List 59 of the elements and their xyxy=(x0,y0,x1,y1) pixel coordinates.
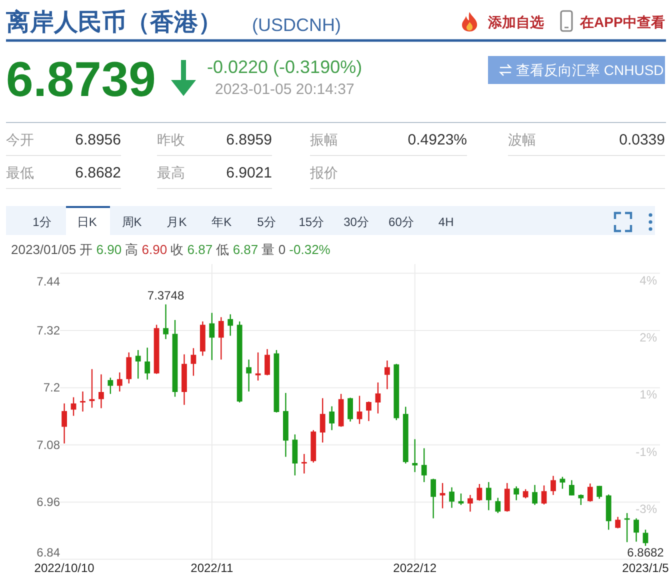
text: 6.90 xyxy=(142,242,168,257)
y-tick-label: 6.96 xyxy=(36,495,60,510)
y2-tick-label: -1% xyxy=(636,444,658,459)
y-tick-label: 7.2 xyxy=(43,380,60,395)
text: 6.87 xyxy=(187,242,213,257)
text: 2023/01/05 xyxy=(11,242,76,257)
y2-tick-label: 1% xyxy=(640,387,658,402)
y-tick-label: 7.32 xyxy=(36,324,60,338)
text: 波幅 xyxy=(508,132,536,148)
text: 6.8739 xyxy=(6,53,156,107)
text: 15分 xyxy=(298,215,324,229)
x-tick-label: 2022/10/10 xyxy=(34,561,95,575)
annotation: 7.3748 xyxy=(147,288,184,302)
text: 最低 xyxy=(6,164,34,180)
y2-tick-label: -3% xyxy=(636,502,658,516)
text: 今开 xyxy=(6,132,34,148)
text: 开 xyxy=(80,242,93,257)
text: 年K xyxy=(212,215,232,229)
y-tick-label: 7.08 xyxy=(36,438,60,452)
text: 周K xyxy=(122,215,142,229)
text: 30分 xyxy=(344,215,369,229)
text: 0.0339 xyxy=(619,132,665,148)
y2-tick-label: 4% xyxy=(640,273,658,288)
text: 振幅 xyxy=(310,132,338,148)
text: -0.32% xyxy=(289,242,331,257)
text: 昨收 xyxy=(157,132,185,148)
text: 6.9021 xyxy=(226,164,272,182)
text: 6.8956 xyxy=(75,132,121,148)
text: 6.90 xyxy=(96,242,122,257)
y2-tick-label: 2% xyxy=(640,330,658,345)
text: 报价 xyxy=(309,164,338,180)
text: 2023-01-05 20:14:37 xyxy=(215,81,354,98)
text: 日K xyxy=(76,215,97,229)
text: 4H xyxy=(438,215,454,229)
text: 添加自选 xyxy=(487,14,544,30)
text: -0.0220 (-0.3190%) xyxy=(207,57,362,77)
annotation: 6.8682 xyxy=(627,545,664,560)
text: 量 0 xyxy=(262,242,286,257)
text: 6.8682 xyxy=(75,164,121,182)
x-tick-label: 2023/1/5 xyxy=(622,561,670,575)
text: 0.4923% xyxy=(408,132,467,148)
text: 低 xyxy=(216,242,230,257)
y-tick-label: 7.44 xyxy=(36,274,60,288)
text: 5分 xyxy=(257,215,276,229)
text: 60分 xyxy=(388,215,414,229)
text: 高 xyxy=(125,242,138,257)
text: 6.87 xyxy=(232,242,258,257)
text: 在APP中查看 xyxy=(579,14,665,30)
text: 1分 xyxy=(32,215,52,229)
text: 收 xyxy=(170,242,184,257)
x-tick-label: 2022/11 xyxy=(190,561,234,575)
text: 最高 xyxy=(157,164,185,180)
chart-subtitle: (USDCNH) xyxy=(252,15,341,35)
text: 6.8959 xyxy=(226,132,272,148)
chart-title: 离岸人民币（香港） xyxy=(5,9,222,36)
text: 月K xyxy=(166,215,187,229)
x-tick-label: 2022/12 xyxy=(393,561,437,575)
text: 查看反向汇率 CNHUSD xyxy=(516,62,664,78)
y-tick-label: 6.84 xyxy=(36,545,60,560)
